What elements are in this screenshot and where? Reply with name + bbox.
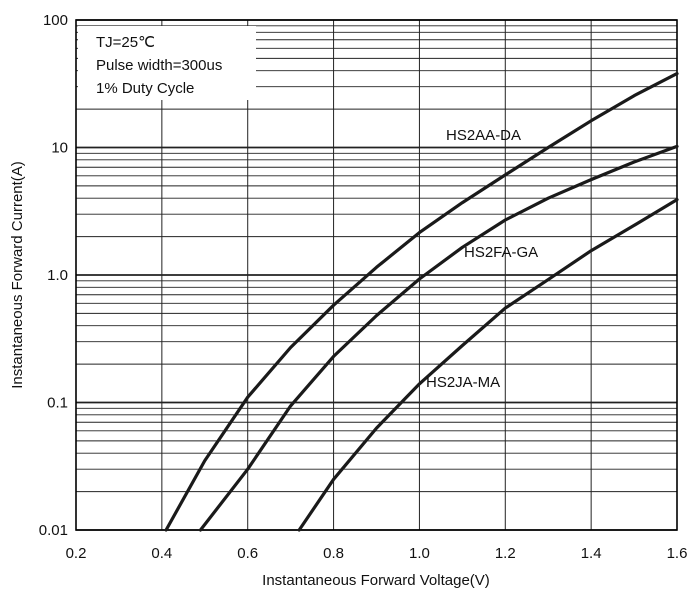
x-tick-label: 1.4 <box>581 545 602 562</box>
x-tick-label: 1.6 <box>667 545 688 562</box>
curves <box>164 72 679 532</box>
x-tick-label: 0.6 <box>237 545 258 562</box>
series-label-hs2aa-da: HS2AA-DA <box>446 127 521 144</box>
y-tick-label: 10 <box>51 140 68 157</box>
tick-labels: 0.2 0.4 0.6 0.8 1.0 1.2 1.4 1.6 0.01 0.1 1.0 10 100 <box>39 12 688 562</box>
annotation-temperature: TJ=25℃ <box>96 34 155 51</box>
annotation-box: TJ=25℃ Pulse width=300us 1% Duty Cycle <box>78 26 256 100</box>
y-tick-label: 0.1 <box>47 395 68 412</box>
y-tick-label: 100 <box>43 12 68 29</box>
grid-lines <box>75 19 678 531</box>
series-label-hs2fa-ga: HS2FA-GA <box>464 244 538 261</box>
plot-frame <box>75 19 678 531</box>
annotation-pulse-width: Pulse width=300us <box>96 57 222 74</box>
y-axis-title: Instantaneous Forward Current(A) <box>9 161 26 389</box>
x-tick-label: 0.2 <box>66 545 87 562</box>
y-tick-label: 1.0 <box>47 267 68 284</box>
series-line-hs2fa-ga <box>198 144 679 532</box>
annotation-background <box>78 26 256 100</box>
series-line-hs2aa-da <box>164 72 679 532</box>
series-line-hs2ja-ma <box>297 198 679 532</box>
x-axis-title: Instantaneous Forward Voltage(V) <box>262 572 490 589</box>
annotation-duty-cycle: 1% Duty Cycle <box>96 80 194 97</box>
series-label-hs2ja-ma: HS2JA-MA <box>426 374 500 391</box>
x-tick-label: 1.2 <box>495 545 516 562</box>
y-tick-label: 0.01 <box>39 522 68 539</box>
x-tick-label: 1.0 <box>409 545 430 562</box>
x-tick-label: 0.8 <box>323 545 344 562</box>
x-tick-label: 0.4 <box>151 545 172 562</box>
